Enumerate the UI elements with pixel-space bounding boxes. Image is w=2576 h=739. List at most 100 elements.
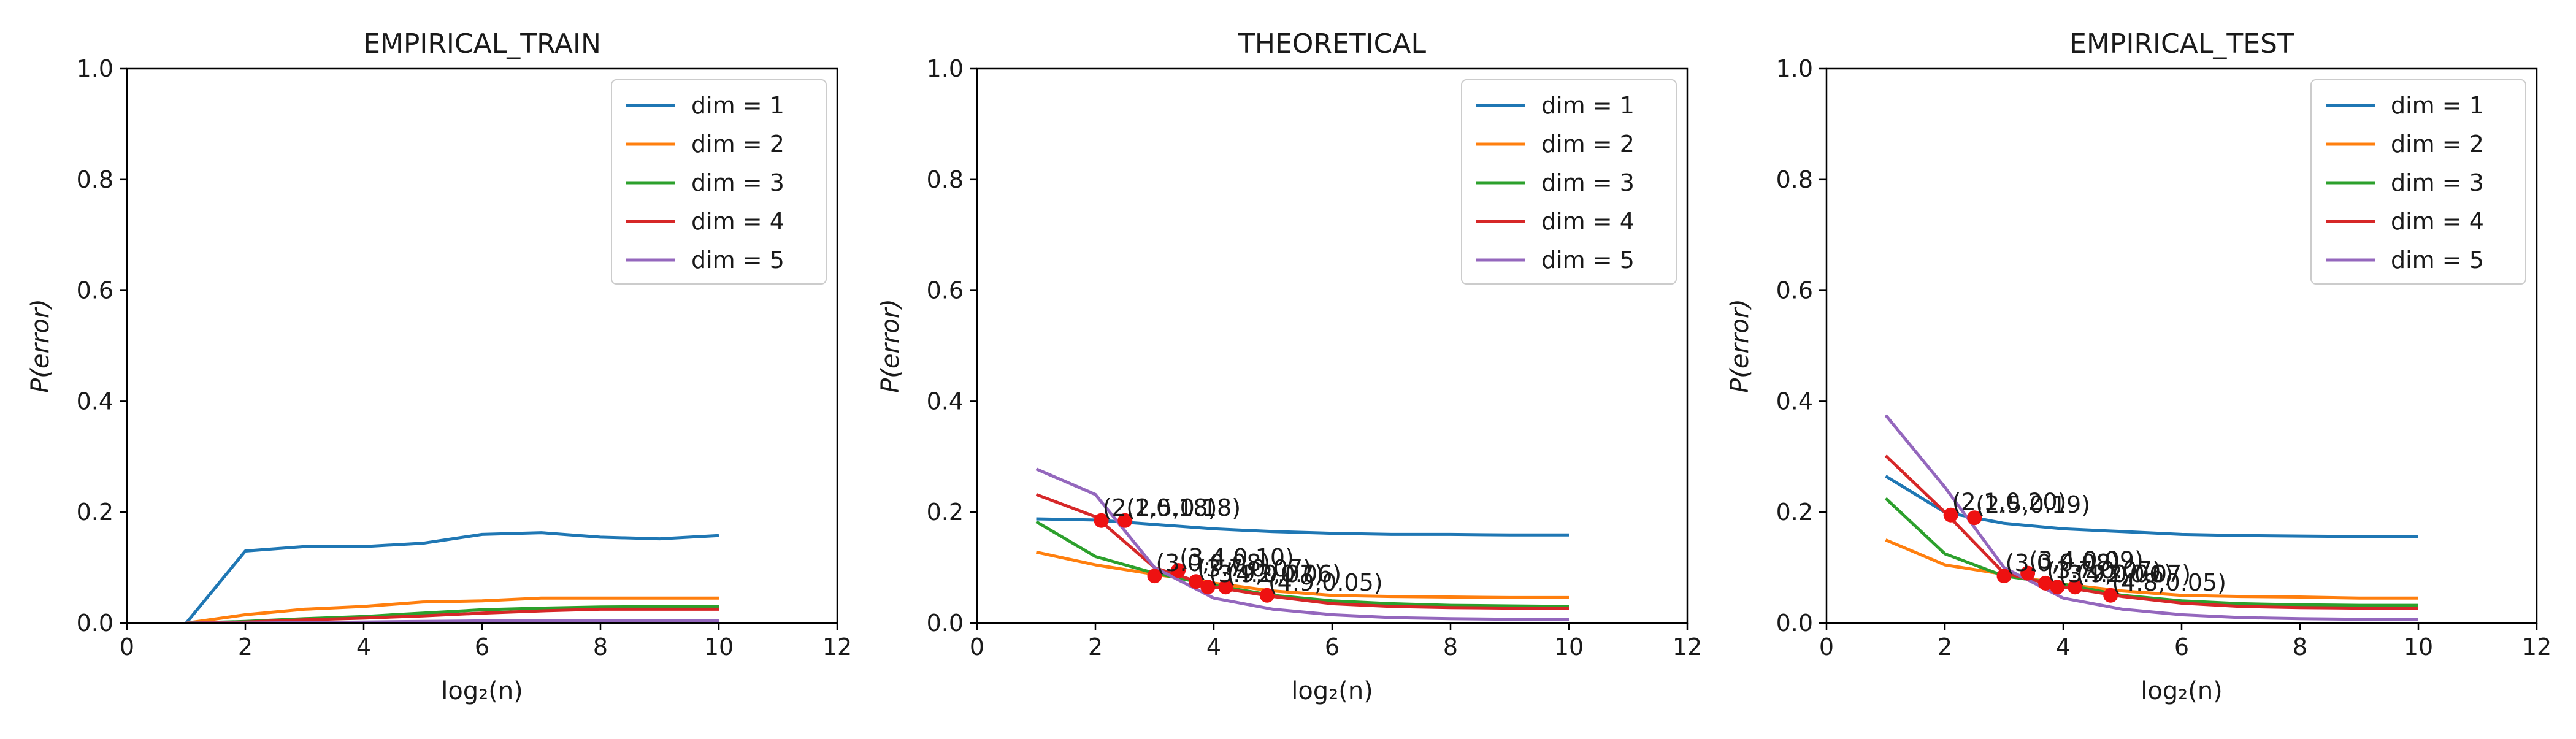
point-label: (2.5,0.18) — [1126, 494, 1241, 521]
y-tick-label: 0.0 — [77, 610, 113, 637]
x-tick-label: 6 — [475, 634, 489, 661]
y-tick-label: 1.0 — [1776, 55, 1813, 82]
point-marker — [2103, 588, 2118, 603]
legend-entry: dim = 4 — [1541, 208, 1635, 235]
legend-entry: dim = 3 — [1541, 169, 1635, 196]
legend-entry: dim = 5 — [2391, 247, 2484, 274]
series-line-dim-3 — [1035, 520, 1570, 608]
x-tick-label: 6 — [2174, 634, 2189, 661]
y-tick-label: 0.4 — [927, 388, 964, 415]
y-tick-label: 0.2 — [1776, 499, 1813, 526]
point-marker — [1147, 569, 1162, 584]
legend-box — [2310, 79, 2526, 285]
point-marker — [1200, 580, 1216, 595]
point-marker — [1171, 563, 1186, 578]
y-tick-label: 0.6 — [927, 277, 964, 304]
y-tick-label: 0.6 — [1776, 277, 1813, 304]
y-tick-label: 0.8 — [1776, 166, 1813, 193]
point-label: (3.7,0.07) — [2047, 557, 2161, 584]
point-marker — [2020, 565, 2036, 581]
point-label: (3.0,0.08) — [1156, 549, 1271, 576]
y-tick-label: 1.0 — [927, 55, 964, 82]
point-marker — [2050, 580, 2065, 595]
chart-panel-3: EMPIRICAL_TEST (2.1,0.20)(2.5,0.19) (3.0,0… — [1726, 28, 2551, 705]
x-axis-label: log₂(n) — [441, 677, 523, 705]
x-tick-label: 0 — [1819, 634, 1834, 661]
series-line-dim-3 — [1884, 497, 2418, 607]
y-tick-label: 0.6 — [77, 277, 113, 304]
x-tick-label: 8 — [1443, 634, 1458, 661]
series-line-dim-5 — [1035, 467, 1569, 621]
point-label: (3.4,0.10) — [1179, 544, 1294, 571]
legend-entry: dim = 5 — [1541, 247, 1635, 274]
point-marker — [2068, 580, 2083, 595]
chart-title: EMPIRICAL_TEST — [2069, 28, 2294, 59]
point-marker — [1094, 513, 1109, 528]
point-label: (2.5,0.19) — [1976, 491, 2090, 518]
x-tick-label: 2 — [1938, 634, 1952, 661]
point-marker — [1996, 569, 2012, 584]
legend-box — [1461, 79, 1677, 285]
series-line-dim-4 — [186, 607, 719, 623]
legend-entry: dim = 2 — [1541, 131, 1635, 158]
point-label: (3.9,0.06) — [2058, 561, 2173, 588]
x-tick-label: 4 — [356, 634, 371, 661]
point-label: (3.0,0.08) — [2006, 549, 2120, 576]
x-tick-label: 4 — [1206, 634, 1221, 661]
legend-entry: dim = 2 — [2391, 131, 2484, 158]
legend-entry: dim = 2 — [691, 131, 784, 158]
x-tick-label: 10 — [704, 634, 734, 661]
point-label: (4.2,0.07) — [2076, 561, 2191, 588]
legend: dim = 1 dim = 2 dim = 3 dim = 4 dim = 5 — [1461, 79, 1677, 285]
series-line-dim-4 — [1884, 454, 2418, 610]
legend-entry: dim = 1 — [2391, 92, 2484, 119]
x-tick-label: 8 — [2293, 634, 2307, 661]
point-label: (4.8,0.05) — [2112, 569, 2226, 596]
legend: dim = 1 dim = 2 dim = 3 dim = 4 dim = 5 — [2310, 79, 2526, 285]
series-line-dim-4 — [1035, 492, 1569, 610]
point-label: (4.2,0.06) — [1227, 561, 1341, 588]
x-tick-label: 8 — [593, 634, 608, 661]
y-tick-label: 1.0 — [77, 55, 113, 82]
y-axis-label: P(error) — [876, 299, 905, 393]
point-label: (4.9,0.05) — [1268, 569, 1383, 596]
series-line-dim-5 — [1884, 414, 2418, 621]
x-tick-label: 10 — [1554, 634, 1584, 661]
series-line-dim-2 — [1885, 538, 2418, 600]
point-label: (3.9,0.07) — [1209, 561, 1324, 588]
legend-entry: dim = 4 — [691, 208, 784, 235]
chart-panel-1: EMPIRICAL_TRAIN 0 2 4 6 8 10 12 0.0 0.2 0.4 0.6 0.8 1… — [26, 28, 852, 705]
legend-entry: dim = 4 — [2391, 208, 2484, 235]
legend-entry: dim = 3 — [2391, 169, 2484, 196]
legend-entry: dim = 5 — [691, 247, 784, 274]
point-marker — [1967, 510, 1982, 526]
point-marker — [2038, 575, 2053, 591]
point-label: (3.4,0.09) — [2029, 547, 2144, 574]
chart-panel-2: THEORETICAL (2.1,0.18)(2.5,0.18) (3.0,0.08… — [876, 28, 1702, 705]
legend-entry: dim = 3 — [691, 169, 784, 196]
chart-title: EMPIRICAL_TRAIN — [363, 28, 601, 59]
y-tick-label: 0.8 — [927, 166, 964, 193]
x-tick-label: 12 — [1673, 634, 1702, 661]
x-tick-label: 0 — [120, 634, 134, 661]
point-marker — [1189, 574, 1204, 589]
x-axis-label: log₂(n) — [1291, 677, 1373, 705]
point-marker — [1259, 588, 1275, 603]
y-tick-label: 0.2 — [927, 499, 964, 526]
series-line-dim-1 — [185, 531, 719, 623]
y-axis-label: P(error) — [1726, 299, 1754, 393]
point-marker — [1117, 513, 1133, 528]
y-tick-label: 0.8 — [77, 166, 113, 193]
chart-title: THEORETICAL — [1238, 28, 1426, 59]
point-marker — [1943, 507, 1958, 523]
x-axis-label: log₂(n) — [2141, 677, 2223, 705]
point-label: (2.1,0.20) — [1952, 489, 2067, 516]
point-label: (2.1,0.18) — [1103, 494, 1217, 521]
x-tick-label: 2 — [238, 634, 253, 661]
x-tick-label: 12 — [2522, 634, 2551, 661]
point-marker — [1218, 580, 1233, 595]
legend-entry: dim = 1 — [691, 92, 784, 119]
point-label: (3.7,0.07) — [1197, 555, 1312, 582]
